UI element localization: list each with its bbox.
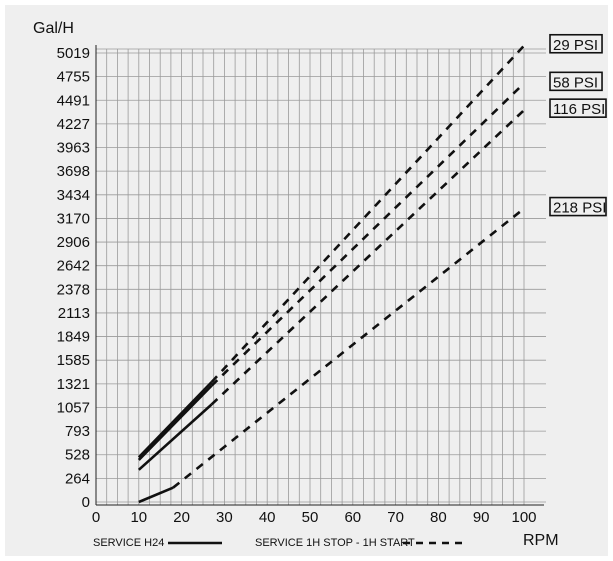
y-tick-label: 1057 [57,399,90,416]
legend-label-solid: SERVICE H24 [93,537,164,549]
series-label-text: 58 PSI [553,74,598,91]
y-tick-label: 528 [65,447,90,464]
y-tick-label: 0 [82,494,90,511]
series-label-text: 218 PSI [553,200,606,217]
x-tick-label: 100 [511,509,536,526]
y-tick-label: 2642 [57,258,90,275]
y-tick-label: 3698 [57,163,90,180]
x-tick-label: 60 [344,509,361,526]
y-tick-label: 3170 [57,210,90,227]
y-tick-label: 4755 [57,69,90,86]
chart-canvas: 0 264 528 793 1057 1321 1585 1849 2113 2378 2642 29… [33,20,607,549]
series-dashed-line [210,44,525,384]
series-solid-line [137,381,213,459]
y-tick-label: 3434 [57,187,90,204]
series-label: 58 PSI [549,71,603,92]
y-tick-label: 5019 [57,45,90,62]
y-tick-label: 4227 [57,116,90,133]
series-dashed-line [172,207,525,489]
series-58-psi [137,82,525,461]
x-tick-label: 0 [92,509,100,526]
series-label-box [549,98,607,118]
x-tick-label: 20 [173,509,190,526]
series-label: 116 PSI [549,98,607,118]
y-tick-label: 2906 [57,234,90,251]
series-label: 29 PSI [549,33,603,54]
series-labels: 29 PSI 58 PSI 116 PSI 218 PSI [549,33,607,217]
y-axis-title: Gal/H [33,20,74,37]
series-dashed-line [210,82,525,387]
chart: 0 264 528 793 1057 1321 1585 1849 2113 2378 2642 29… [5,5,608,556]
legend-label-dashed: SERVICE 1H STOP - 1H START [255,537,415,549]
x-tick-label: 40 [259,509,276,526]
series-solid-line [138,486,174,504]
legend: SERVICE H24 SERVICE 1H STOP - 1H START [93,537,467,549]
axes: 0 264 528 793 1057 1321 1585 1849 2113 2378 2642 29… [57,45,544,526]
x-axis-title: RPM [523,532,559,549]
series-solid-line [137,384,213,461]
y-tick-label: 4491 [57,92,90,109]
x-tick-label: 50 [302,509,319,526]
series-dashed-line [210,109,525,406]
series-218-psi [138,207,525,504]
grid [95,48,546,505]
x-tick-label: 70 [387,509,404,526]
series-lines [137,44,525,504]
y-tick-label: 1321 [57,376,90,393]
y-tick-label: 3963 [57,140,90,157]
y-tick-label: 2113 [58,305,90,322]
series-label-text: 116 PSI [553,101,605,118]
x-tick-label: 30 [216,509,233,526]
x-tick-label: 80 [430,509,447,526]
x-tick-label: 10 [130,509,147,526]
series-label-box [549,71,603,92]
series-label-text: 29 PSI [553,37,598,54]
y-tick-label: 2378 [57,281,90,298]
y-tick-label: 264 [65,470,90,487]
series-116-psi [137,109,525,471]
y-tick-label: 1585 [57,352,90,369]
x-tick-label: 90 [473,509,490,526]
y-tick-label: 793 [65,423,90,440]
y-tick-label: 1849 [57,329,90,346]
series-label-box [549,196,607,217]
series-label-box [549,33,603,54]
series-label: 218 PSI [549,196,607,217]
series-solid-line [137,403,213,471]
series-29-psi [137,44,525,459]
